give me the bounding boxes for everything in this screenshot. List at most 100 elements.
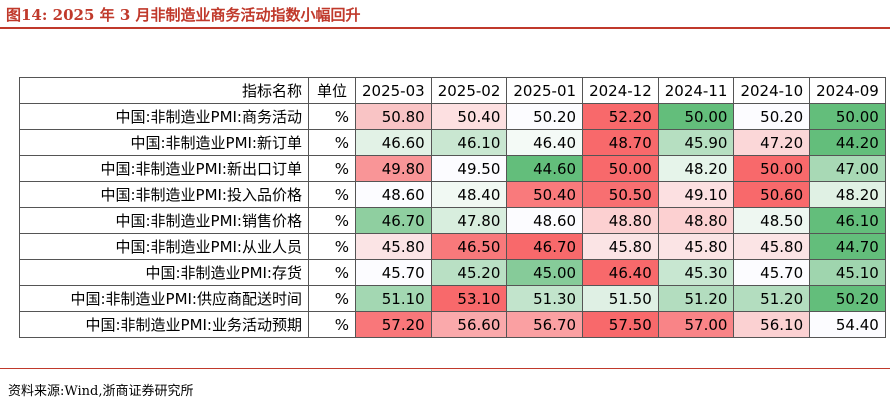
value-cell: 45.80 [733, 233, 811, 260]
value-cell: 46.40 [582, 259, 659, 286]
value-cell: 45.00 [506, 259, 584, 286]
value-cell: 48.80 [657, 207, 735, 234]
value-cell: 57.50 [582, 311, 659, 338]
value-cell: 51.10 [355, 285, 432, 312]
value-cell: 56.10 [733, 311, 811, 338]
value-cell: 51.30 [506, 285, 584, 312]
table-row: 中国:非制造业PMI:投入品价格% 48.60 48.40 50.40 50.50 49.… [19, 181, 886, 208]
value-cell: 50.40 [430, 103, 508, 130]
value-cell: 50.00 [657, 103, 735, 130]
table-body: 中国:非制造业PMI:商务活动% 50.80 50.40 50.20 52.20 50.0… [19, 103, 886, 338]
value-cell: 49.80 [355, 155, 432, 182]
value-cell: 50.20 [733, 103, 811, 130]
table-row: 中国:非制造业PMI:供应商配送时间% 51.10 53.10 51.30 51.50 5… [19, 285, 886, 312]
pmi-table: 指标名称 单位 2025-03 2025-02 2025-01 2024-12 … [19, 77, 886, 338]
value-cell: 46.10 [430, 129, 508, 156]
unit-cell: % [308, 285, 356, 312]
source-note: 资料来源:Wind,浙商证券研究所 [8, 384, 194, 399]
value-cell: 56.60 [430, 311, 508, 338]
table-row: 中国:非制造业PMI:新出口订单% 49.80 49.50 44.60 50.00 48.… [19, 155, 886, 182]
unit-cell: % [308, 311, 356, 338]
unit-cell: % [308, 233, 356, 260]
header-row: 指标名称 单位 2025-03 2025-02 2025-01 2024-12 … [19, 77, 886, 104]
table-row: 中国:非制造业PMI:商务活动% 50.80 50.40 50.20 52.20 50.0… [19, 103, 886, 130]
value-cell: 57.20 [355, 311, 432, 338]
value-cell: 48.60 [355, 181, 432, 208]
header-date: 2024-09 [809, 77, 886, 104]
value-cell: 46.10 [809, 207, 886, 234]
unit-cell: % [308, 207, 356, 234]
footer-divider [0, 368, 890, 369]
value-cell: 56.70 [506, 311, 584, 338]
value-cell: 48.60 [506, 207, 584, 234]
value-cell: 50.00 [809, 103, 886, 130]
table-row: 中国:非制造业PMI:存货% 45.70 45.20 45.00 46.40 45.30 4… [19, 259, 886, 286]
value-cell: 53.10 [430, 285, 508, 312]
header-date: 2024-12 [582, 77, 659, 104]
value-cell: 45.80 [355, 233, 432, 260]
value-cell: 46.60 [355, 129, 432, 156]
indicator-name: 中国:非制造业PMI:销售价格 [19, 207, 309, 234]
value-cell: 45.70 [733, 259, 811, 286]
header-date: 2025-01 [506, 77, 584, 104]
header-date: 2025-03 [355, 77, 432, 104]
value-cell: 51.50 [582, 285, 659, 312]
value-cell: 52.20 [582, 103, 659, 130]
value-cell: 51.20 [657, 285, 735, 312]
figure-title: 图14: 2025 年 3 月非制造业商务活动指数小幅回升 [6, 6, 361, 24]
value-cell: 48.80 [582, 207, 659, 234]
value-cell: 45.70 [355, 259, 432, 286]
value-cell: 44.20 [809, 129, 886, 156]
value-cell: 48.70 [582, 129, 659, 156]
value-cell: 46.40 [506, 129, 584, 156]
value-cell: 45.80 [582, 233, 659, 260]
value-cell: 44.70 [809, 233, 886, 260]
value-cell: 50.00 [582, 155, 659, 182]
value-cell: 48.50 [733, 207, 811, 234]
indicator-name: 中国:非制造业PMI:商务活动 [19, 103, 309, 130]
header-name: 指标名称 [19, 77, 309, 104]
value-cell: 49.10 [657, 181, 735, 208]
value-cell: 50.80 [355, 103, 432, 130]
indicator-name: 中国:非制造业PMI:业务活动预期 [19, 311, 309, 338]
header-unit: 单位 [308, 77, 356, 104]
value-cell: 50.40 [506, 181, 584, 208]
header-date: 2024-11 [657, 77, 735, 104]
value-cell: 48.20 [809, 181, 886, 208]
value-cell: 50.60 [733, 181, 811, 208]
value-cell: 47.20 [733, 129, 811, 156]
unit-cell: % [308, 181, 356, 208]
value-cell: 50.50 [582, 181, 659, 208]
value-cell: 49.50 [430, 155, 508, 182]
value-cell: 45.80 [657, 233, 735, 260]
value-cell: 46.50 [430, 233, 508, 260]
table-row: 中国:非制造业PMI:新订单% 46.60 46.10 46.40 48.70 45.90… [19, 129, 886, 156]
value-cell: 45.90 [657, 129, 735, 156]
header-date: 2024-10 [733, 77, 811, 104]
indicator-name: 中国:非制造业PMI:投入品价格 [19, 181, 309, 208]
title-divider [0, 27, 890, 29]
value-cell: 50.00 [733, 155, 811, 182]
value-cell: 46.70 [355, 207, 432, 234]
unit-cell: % [308, 103, 356, 130]
value-cell: 54.40 [809, 311, 886, 338]
value-cell: 47.00 [809, 155, 886, 182]
value-cell: 44.60 [506, 155, 584, 182]
value-cell: 51.20 [733, 285, 811, 312]
table-row: 中国:非制造业PMI:销售价格% 46.70 47.80 48.60 48.80 48.8… [19, 207, 886, 234]
value-cell: 45.30 [657, 259, 735, 286]
value-cell: 45.20 [430, 259, 508, 286]
indicator-name: 中国:非制造业PMI:新订单 [19, 129, 309, 156]
value-cell: 48.20 [657, 155, 735, 182]
value-cell: 48.40 [430, 181, 508, 208]
indicator-name: 中国:非制造业PMI:存货 [19, 259, 309, 286]
unit-cell: % [308, 259, 356, 286]
indicator-name: 中国:非制造业PMI:从业人员 [19, 233, 309, 260]
indicator-name: 中国:非制造业PMI:新出口订单 [19, 155, 309, 182]
value-cell: 50.20 [809, 285, 886, 312]
value-cell: 57.00 [657, 311, 735, 338]
table-row: 中国:非制造业PMI:业务活动预期% 57.20 56.60 56.70 57.50 57… [19, 311, 886, 338]
value-cell: 47.80 [430, 207, 508, 234]
value-cell: 45.10 [809, 259, 886, 286]
table-row: 中国:非制造业PMI:从业人员% 45.80 46.50 46.70 45.80 45.8… [19, 233, 886, 260]
